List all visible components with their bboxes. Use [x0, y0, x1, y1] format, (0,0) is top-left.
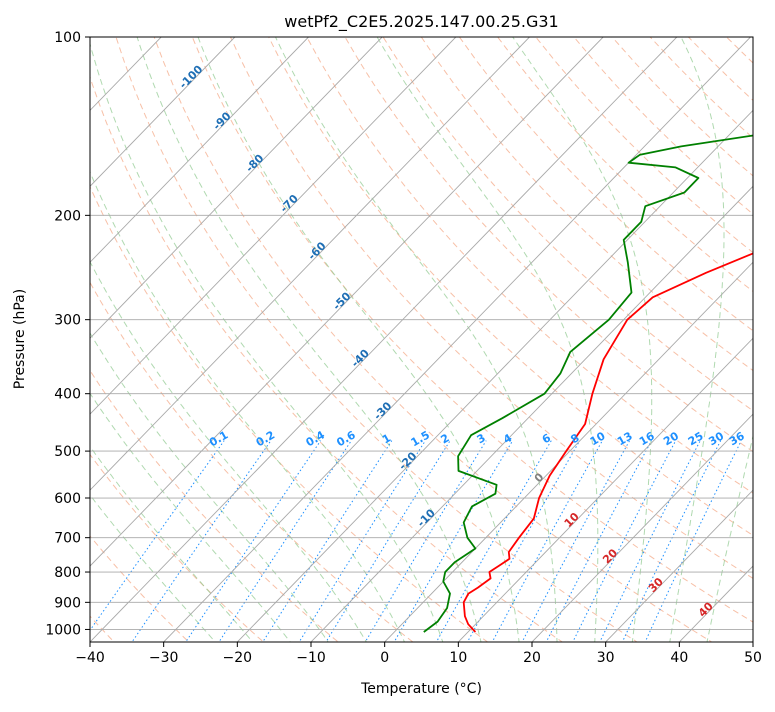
y-tick-label: 600: [54, 491, 81, 507]
x-tick-label: −10: [296, 650, 326, 666]
x-tick-label: −30: [149, 650, 179, 666]
x-axis-title: Temperature (°C): [360, 681, 482, 697]
x-tick-label: 40: [670, 650, 688, 666]
y-tick-label: 400: [54, 387, 81, 403]
y-tick-label: 100: [54, 30, 81, 46]
x-tick-label: 20: [523, 650, 541, 666]
x-tick-label: −40: [75, 650, 105, 666]
y-tick-label: 300: [54, 313, 81, 329]
chart-title: wetPf2_C2E5.2025.147.00.25.G31: [284, 12, 558, 32]
y-tick-label: 1000: [45, 622, 81, 638]
x-tick-label: −20: [223, 650, 253, 666]
x-tick-label: 0: [380, 650, 389, 666]
x-tick-label: 10: [449, 650, 467, 666]
y-tick-label: 700: [54, 531, 81, 547]
y-tick-label: 800: [54, 565, 81, 581]
y-tick-label: 200: [54, 208, 81, 224]
y-tick-label: 500: [54, 444, 81, 460]
y-axis-title: Pressure (hPa): [12, 289, 28, 389]
x-tick-label: 50: [744, 650, 762, 666]
y-tick-label: 900: [54, 595, 81, 611]
x-tick-label: 30: [597, 650, 615, 666]
